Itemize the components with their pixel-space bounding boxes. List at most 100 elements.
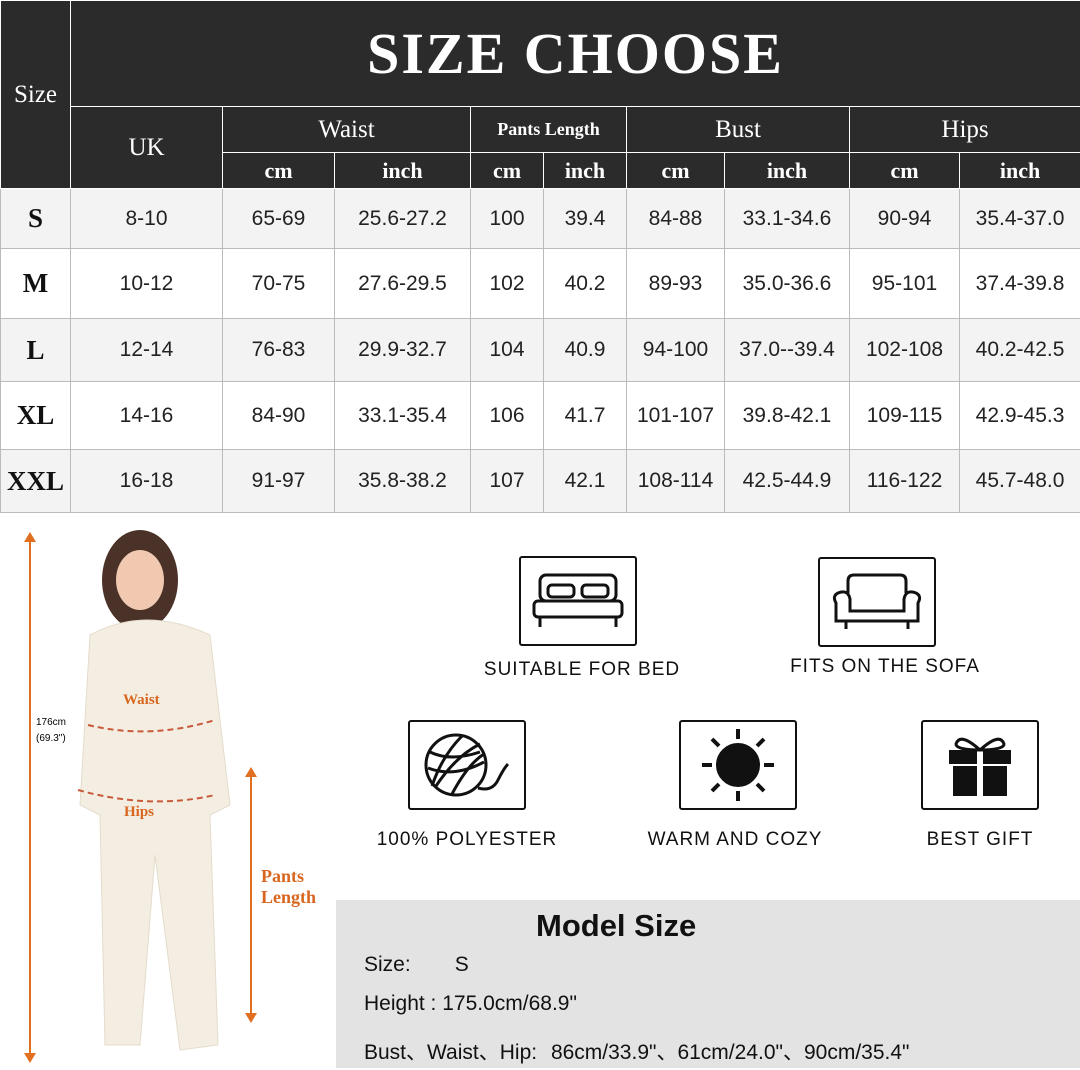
table-cell: 40.9	[543, 318, 627, 382]
table-row: M 10-12 70-75 27.6-29.5 102 40.2 89-93 35.0-36.…	[0, 248, 1080, 319]
height-label: 176cm (69.3")	[36, 715, 66, 747]
table-cell: 42.9-45.3	[958, 381, 1080, 450]
table-cell: 37.0--39.4	[724, 318, 850, 382]
table-cell: 33.1-34.6	[724, 188, 850, 249]
table-cell: 102	[470, 248, 544, 319]
model-bwh-row: Bust、Waist、Hip: 86cm/33.9"、61cm/24.0"、90…	[364, 1036, 909, 1066]
waist-label: Waist	[123, 692, 160, 708]
table-cell: 25.6-27.2	[334, 188, 471, 249]
size-cell: XL	[0, 381, 71, 450]
table-cell: 107	[470, 449, 544, 513]
bust-header: Bust	[626, 106, 850, 153]
model-figure: 176cm (69.3") Waist Hips Pants Length	[0, 520, 340, 1070]
hips-header: Hips	[848, 106, 1080, 153]
height-arrow	[24, 532, 36, 1063]
bwh-label: Bust、Waist、Hip:	[364, 1041, 538, 1064]
table-cell: 102-108	[849, 318, 960, 382]
feature-label: WARM AND COZY	[647, 829, 823, 850]
bwh-value: 86cm/33.9"、61cm/24.0"、90cm/35.4"	[550, 1041, 910, 1064]
table-cell: 94-100	[626, 318, 725, 382]
table-cell: 65-69	[222, 188, 335, 249]
table-cell: 45.7-48.0	[958, 449, 1080, 513]
pants-label-line1: Pants	[261, 866, 305, 886]
table-row: XXL 16-18 91-97 35.8-38.2 107 42.1 108-114 42.5…	[0, 449, 1080, 513]
table-cell: 29.9-32.7	[334, 318, 471, 382]
table-cell: 90-94	[849, 188, 960, 249]
table-cell: 14-16	[70, 381, 223, 450]
unit-inch: inch	[958, 152, 1080, 189]
feature-label: FITS ON THE SOFA	[790, 656, 980, 677]
table-cell: 35.4-37.0	[958, 188, 1080, 249]
table-cell: 89-93	[626, 248, 725, 319]
table-cell: 42.5-44.9	[724, 449, 850, 513]
hips-label: Hips	[124, 804, 155, 820]
model-height-row: Height : 175.0cm/68.9"	[364, 992, 577, 1016]
table-row: L 12-14 76-83 29.9-32.7 104 40.9 94-100 37.0--3…	[0, 318, 1080, 382]
table-cell: 41.7	[543, 381, 627, 450]
pants-label-line2: Length	[261, 887, 317, 907]
table-cell: 76-83	[222, 318, 335, 382]
feature-label: SUITABLE FOR BED	[483, 659, 681, 680]
bed-icon	[519, 556, 637, 646]
table-cell: 27.6-29.5	[334, 248, 471, 319]
sofa-icon	[818, 557, 936, 647]
table-row: XL 14-16 84-90 33.1-35.4 106 41.7 101-107 39.8-…	[0, 381, 1080, 450]
table-cell: 35.8-38.2	[334, 449, 471, 513]
table-cell: 101-107	[626, 381, 725, 450]
size-cell: S	[0, 188, 71, 249]
table-cell: 106	[470, 381, 544, 450]
pants-length-label: Pants Length	[261, 866, 316, 908]
size-cell: XXL	[0, 449, 71, 513]
unit-cm: cm	[849, 152, 960, 189]
unit-cm: cm	[222, 152, 335, 189]
unit-cm: cm	[470, 152, 544, 189]
table-cell: 40.2-42.5	[958, 318, 1080, 382]
unit-cm: cm	[626, 152, 725, 189]
table-cell: 12-14	[70, 318, 223, 382]
table-cell: 39.4	[543, 188, 627, 249]
table-cell: 91-97	[222, 449, 335, 513]
table-cell: 39.8-42.1	[724, 381, 850, 450]
size-header: Size	[0, 0, 71, 189]
feature-label: 100% POLYESTER	[376, 829, 558, 850]
table-cell: 40.2	[543, 248, 627, 319]
model-size-title: Model Size	[536, 908, 697, 943]
model-size-panel: Model Size Size: S Height : 175.0cm/68.9"…	[336, 900, 1080, 1068]
feature-label: BEST GIFT	[926, 829, 1034, 850]
unit-inch: inch	[543, 152, 627, 189]
height-cm: 176cm	[36, 717, 67, 728]
size-chart-table: Size SIZE CHOOSE UK Waist Pants Length B…	[0, 0, 1080, 513]
size-value: S	[454, 953, 469, 976]
table-cell: 33.1-35.4	[334, 381, 471, 450]
table-cell: 70-75	[222, 248, 335, 319]
table-cell: 16-18	[70, 449, 223, 513]
table-cell: 84-90	[222, 381, 335, 450]
pants-length-header: Pants Length	[470, 106, 627, 153]
table-cell: 84-88	[626, 188, 725, 249]
page-title: SIZE CHOOSE	[69, 0, 1080, 107]
height-value: 175.0cm/68.9"	[442, 992, 577, 1015]
unit-inch: inch	[334, 152, 471, 189]
table-row: S 8-10 65-69 25.6-27.2 100 39.4 84-88 33.1-34.6…	[0, 188, 1080, 249]
table-cell: 100	[470, 188, 544, 249]
pants-length-arrow	[245, 767, 257, 1023]
model-size-row: Size: S	[364, 953, 469, 977]
table-cell: 116-122	[849, 449, 960, 513]
size-cell: L	[0, 318, 71, 382]
table-cell: 35.0-36.6	[724, 248, 850, 319]
table-cell: 37.4-39.8	[958, 248, 1080, 319]
model-photo	[77, 530, 231, 1051]
gift-icon	[921, 720, 1039, 810]
size-label: Size:	[364, 953, 411, 976]
table-cell: 10-12	[70, 248, 223, 319]
sun-icon	[679, 720, 797, 810]
waist-header: Waist	[222, 106, 471, 153]
uk-header: UK	[70, 106, 223, 189]
table-cell: 42.1	[543, 449, 627, 513]
height-label: Height :	[364, 992, 437, 1015]
table-cell: 8-10	[70, 188, 223, 249]
table-cell: 104	[470, 318, 544, 382]
unit-inch: inch	[724, 152, 850, 189]
size-cell: M	[0, 248, 71, 319]
table-cell: 109-115	[849, 381, 960, 450]
